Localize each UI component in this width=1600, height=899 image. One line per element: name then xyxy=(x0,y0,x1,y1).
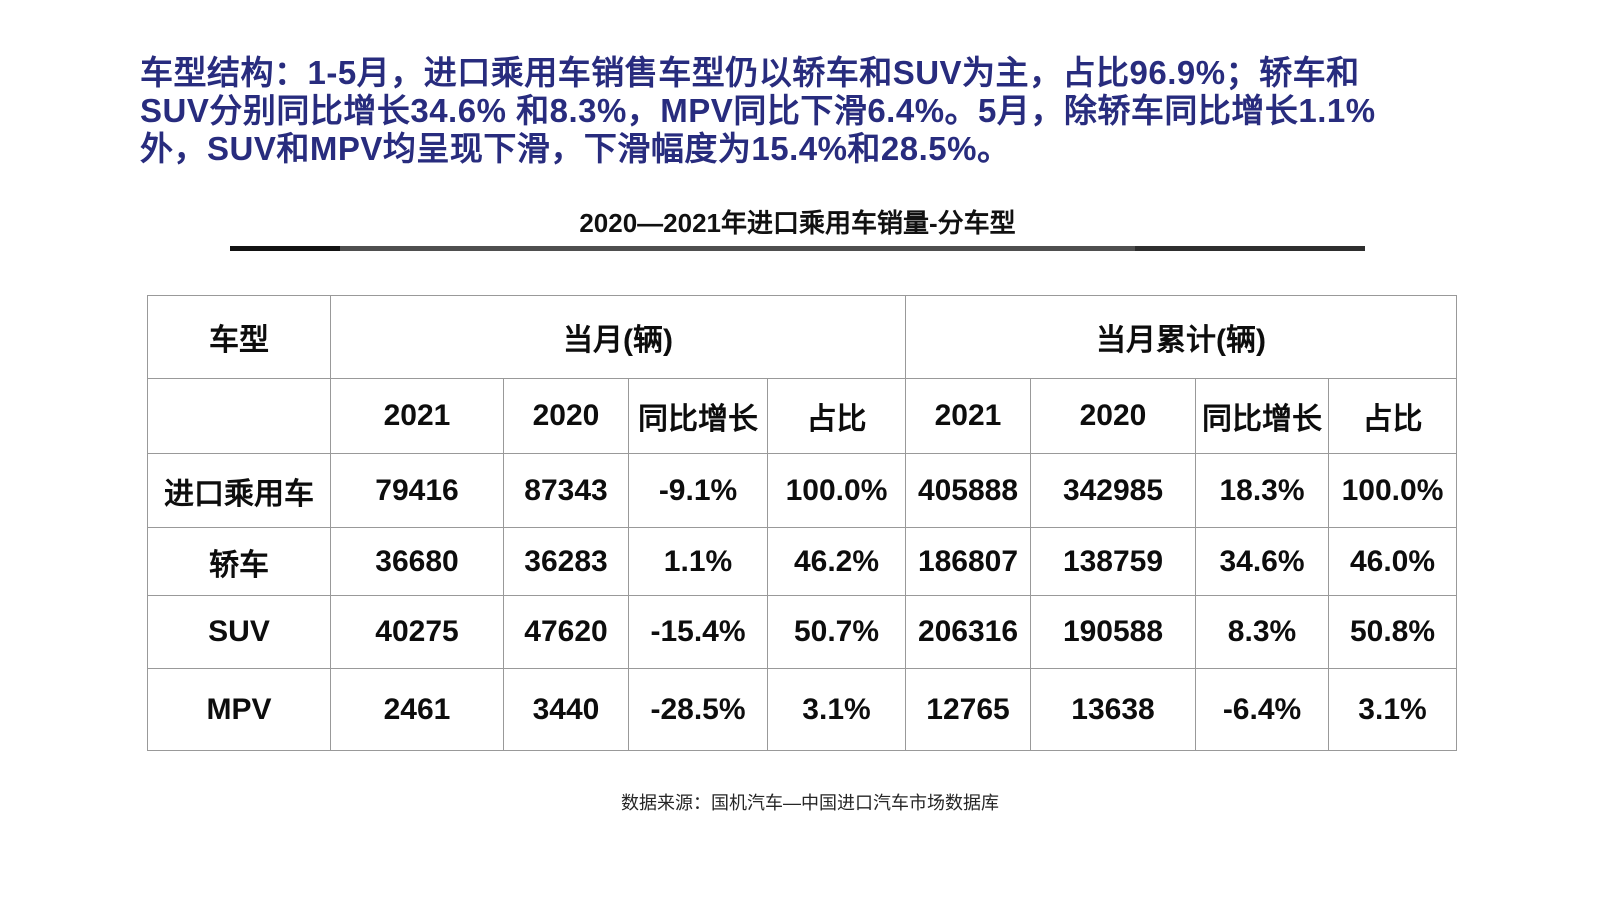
table-cell: 50.7% xyxy=(767,595,906,669)
table-cell: 3440 xyxy=(503,668,629,751)
col-header-category: 车型 xyxy=(147,295,331,379)
headline-line-1: 车型结构：1-5月，进口乘用车销售车型仍以轿车和SUV为主，占比96.9%；轿车… xyxy=(140,54,1360,91)
table-cell: 50.8% xyxy=(1328,595,1457,669)
table-cell: 190588 xyxy=(1030,595,1196,669)
table-cell: 12765 xyxy=(905,668,1031,751)
table-cell: -15.4% xyxy=(628,595,768,669)
table-cell: 36680 xyxy=(330,527,504,596)
col-header-cumulative-2020: 2020 xyxy=(1030,378,1196,454)
table-cell: 79416 xyxy=(330,453,504,528)
table-cell: 46.2% xyxy=(767,527,906,596)
table-cell: 206316 xyxy=(905,595,1031,669)
col-header-cumulative-2021: 2021 xyxy=(905,378,1031,454)
table-cell: 100.0% xyxy=(1328,453,1457,528)
table-cell: 87343 xyxy=(503,453,629,528)
table-cell: 46.0% xyxy=(1328,527,1457,596)
title-underline-rule xyxy=(230,246,1365,251)
table-title: 2020—2021年进口乘用车销量-分车型 xyxy=(579,208,1016,238)
table-cell: 18.3% xyxy=(1195,453,1329,528)
table-group-header-row: 车型 当月(辆) 当月累计(辆) xyxy=(147,295,1457,379)
table-cell: -6.4% xyxy=(1195,668,1329,751)
table-cell: 186807 xyxy=(905,527,1031,596)
table-cell: 34.6% xyxy=(1195,527,1329,596)
col-header-cumulative-yoy: 同比增长 xyxy=(1195,378,1329,454)
table-cell: 100.0% xyxy=(767,453,906,528)
table-row-suv: SUV 40275 47620 -15.4% 50.7% 206316 1905… xyxy=(147,595,1457,669)
col-header-cumulative-share: 占比 xyxy=(1328,378,1457,454)
sales-table: 车型 当月(辆) 当月累计(辆) 2021 2020 同比增长 占比 2021 … xyxy=(147,295,1457,751)
table-cell: 138759 xyxy=(1030,527,1196,596)
row-category: MPV xyxy=(147,668,331,751)
col-header-current-2021: 2021 xyxy=(330,378,504,454)
table-cell: 3.1% xyxy=(1328,668,1457,751)
col-group-cumulative: 当月累计(辆) xyxy=(905,295,1457,379)
table-cell: 8.3% xyxy=(1195,595,1329,669)
col-header-current-yoy: 同比增长 xyxy=(628,378,768,454)
table-cell: 36283 xyxy=(503,527,629,596)
col-header-blank xyxy=(147,378,331,454)
table-cell: 2461 xyxy=(330,668,504,751)
row-category: SUV xyxy=(147,595,331,669)
headline: 车型结构：1-5月，进口乘用车销售车型仍以轿车和SUV为主，占比96.9%；轿车… xyxy=(140,54,1500,168)
table-sub-header-row: 2021 2020 同比增长 占比 2021 2020 同比增长 占比 xyxy=(147,378,1457,454)
table-cell: 47620 xyxy=(503,595,629,669)
table-row-imported-pv: 进口乘用车 79416 87343 -9.1% 100.0% 405888 34… xyxy=(147,453,1457,528)
table-cell: -28.5% xyxy=(628,668,768,751)
table-cell: 342985 xyxy=(1030,453,1196,528)
col-header-current-share: 占比 xyxy=(767,378,906,454)
table-cell: 13638 xyxy=(1030,668,1196,751)
row-category: 轿车 xyxy=(147,527,331,596)
table-row-sedan: 轿车 36680 36283 1.1% 46.2% 186807 138759 … xyxy=(147,527,1457,596)
table-cell: 1.1% xyxy=(628,527,768,596)
table-cell: 3.1% xyxy=(767,668,906,751)
table-row-mpv: MPV 2461 3440 -28.5% 3.1% 12765 13638 -6… xyxy=(147,668,1457,751)
col-header-current-2020: 2020 xyxy=(503,378,629,454)
table-cell: 40275 xyxy=(330,595,504,669)
data-source-note: 数据来源：国机汽车—中国进口汽车市场数据库 xyxy=(621,793,999,813)
headline-line-2: SUV分别同比增长34.6% 和8.3%，MPV同比下滑6.4%。5月，除轿车同… xyxy=(140,92,1376,129)
row-category: 进口乘用车 xyxy=(147,453,331,528)
table-cell: 405888 xyxy=(905,453,1031,528)
col-group-current-month: 当月(辆) xyxy=(330,295,906,379)
headline-line-3: 外，SUV和MPV均呈现下滑，下滑幅度为15.4%和28.5%。 xyxy=(140,130,1011,167)
table-cell: -9.1% xyxy=(628,453,768,528)
